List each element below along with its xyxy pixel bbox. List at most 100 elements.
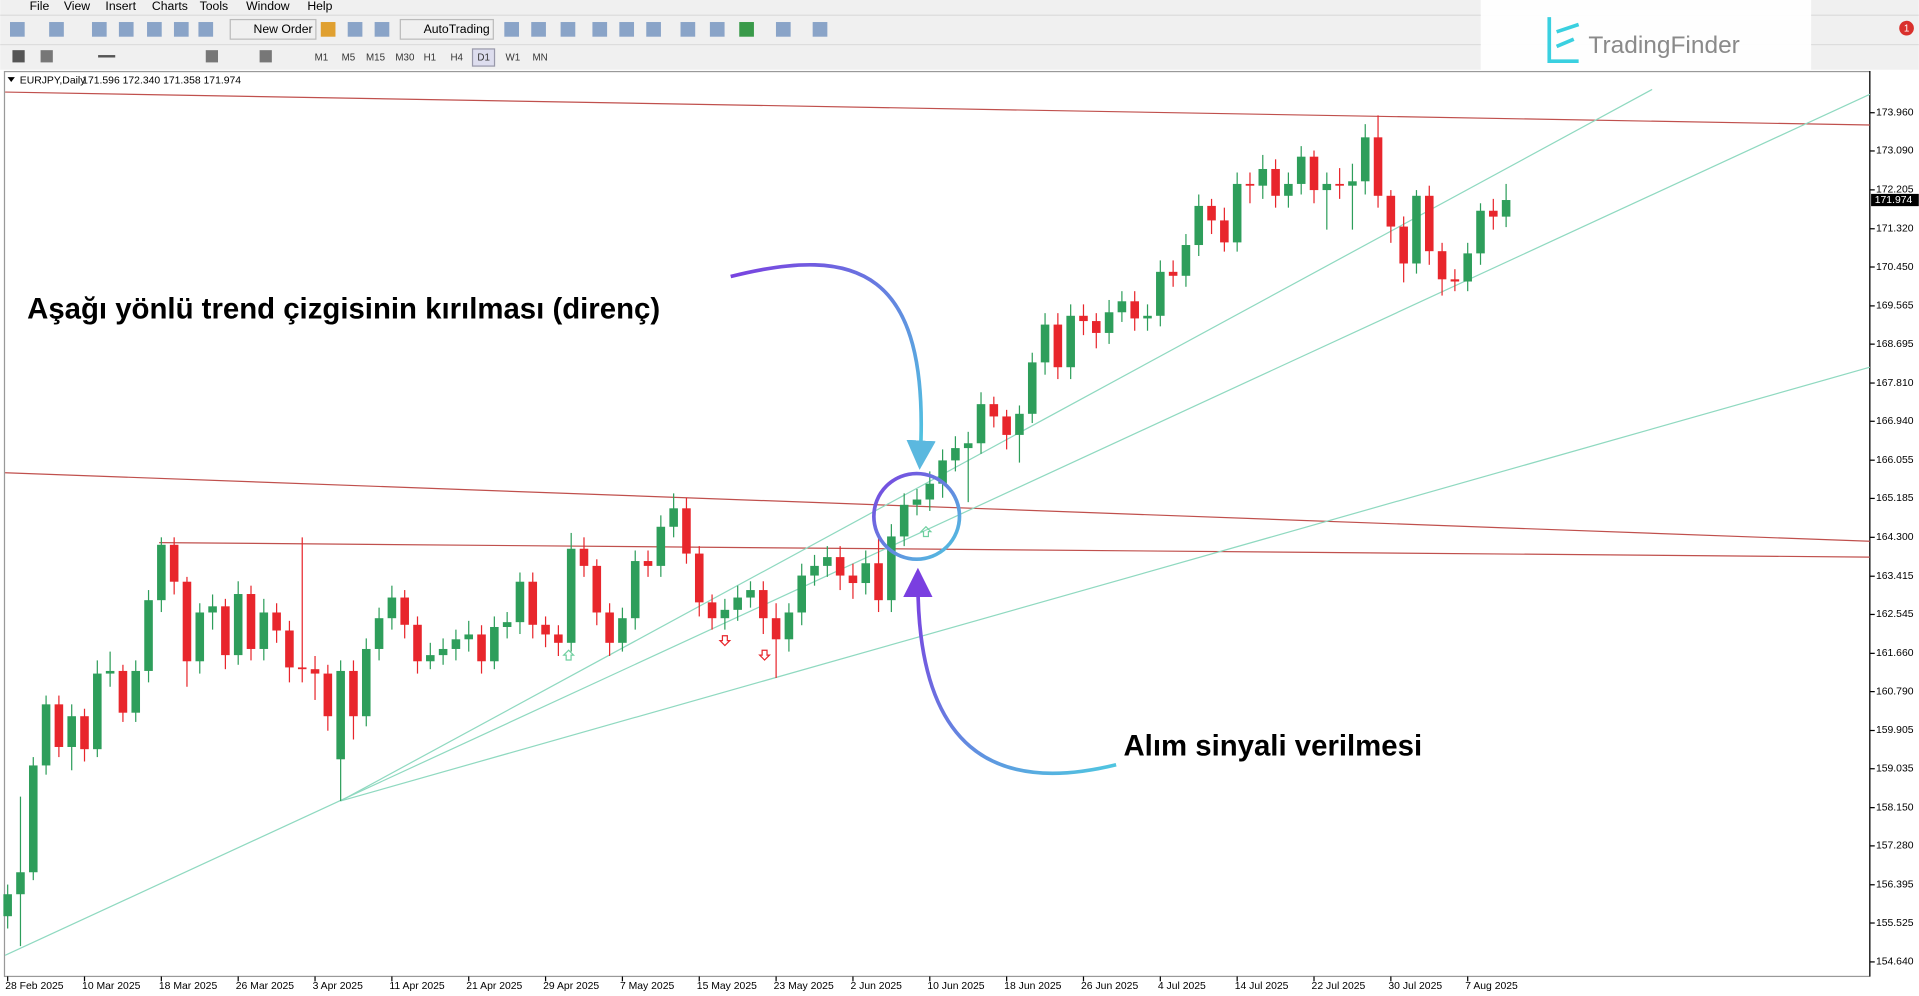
icon[interactable] [592,22,608,37]
y-tick-label: 166.055 [1876,455,1914,466]
candle-body [361,648,371,717]
candle-body [1450,279,1460,282]
candle-body [1053,324,1063,368]
trend-line [4,93,1871,956]
candle-body [144,600,153,671]
candle-body [157,544,166,601]
icon[interactable] [709,22,725,37]
x-tick-label: 4 Jul 2025 [1158,981,1206,992]
x-tick-label: 10 Jun 2025 [927,981,984,992]
y-tick-label: 166.940 [1876,416,1914,427]
icon[interactable] [205,50,219,63]
icon[interactable] [198,22,214,37]
candle-body [131,670,141,713]
timeframe-button[interactable]: M15 [366,53,386,64]
icon[interactable] [646,22,661,37]
y-tick-label: 162.545 [1876,609,1914,620]
icon[interactable] [40,50,53,63]
y-tick-label: 154.640 [1876,957,1914,968]
candle-body [118,670,128,713]
icon[interactable] [118,22,134,37]
candle-body [951,448,960,461]
x-tick-label: 7 May 2025 [620,981,675,992]
menu-item[interactable]: Tools [200,0,229,13]
timeframe-button[interactable]: H1 [424,53,436,64]
icon[interactable] [9,22,25,37]
timeframe-button[interactable]: H4 [450,53,463,64]
candle-body [208,606,217,613]
candle-body [643,561,653,566]
candle-body [1194,205,1204,246]
candle-body [1373,137,1383,196]
timeframe-button[interactable]: M30 [395,53,415,64]
candle-body [912,499,922,505]
notification-badge[interactable] [1899,20,1914,36]
icon[interactable] [619,22,635,37]
timeframe-button[interactable]: M5 [342,53,356,64]
timeframe-button[interactable]: W1 [506,53,521,64]
x-tick-label: 30 Jul 2025 [1388,981,1442,992]
y-tick-label: 158.150 [1876,802,1914,813]
candle-body [1168,271,1178,276]
signal-arrow [562,649,575,661]
icon[interactable] [98,55,116,58]
icon[interactable] [560,22,576,37]
icon[interactable] [12,50,25,63]
candle-body [477,634,486,662]
menu-item[interactable]: Window [246,0,290,13]
candle-body [1360,137,1370,182]
autotrading-button[interactable] [399,18,494,40]
candle-body [528,581,538,625]
candle-body [1348,181,1357,186]
menu-item[interactable]: Charts [152,0,188,13]
candle-body [656,526,666,566]
x-tick-label: 21 Apr 2025 [466,981,522,992]
signal-arrow [718,635,732,647]
y-tick-label: 155.525 [1876,918,1914,929]
y-tick-label: 164.300 [1876,532,1914,543]
icon[interactable] [739,22,754,37]
new-order-button[interactable] [229,18,317,40]
icon[interactable] [775,22,791,37]
timeframe-button[interactable]: D1 [477,53,489,64]
icon[interactable] [173,22,189,37]
menu-item[interactable]: Insert [105,0,136,13]
candle-body [1296,156,1306,184]
x-tick-label: 18 Mar 2025 [159,981,218,992]
timeframe-button[interactable]: MN [532,53,547,64]
icon[interactable] [91,22,107,37]
icon[interactable] [531,22,546,37]
candle-body [848,575,858,584]
candle-body [1066,315,1075,368]
candle-body [54,704,64,747]
y-tick-label: 173.090 [1876,146,1914,157]
y-tick-label: 172.205 [1876,185,1914,196]
candle-body [810,565,819,576]
icon[interactable] [49,22,64,37]
icon[interactable] [147,22,162,37]
icon[interactable] [320,22,336,37]
candle-body [618,618,627,643]
trend-line [159,541,1870,558]
symbol-title: EURJPY,Daily [20,76,86,87]
x-tick-label: 28 Feb 2025 [5,981,64,992]
menu-item[interactable]: Help [307,0,332,13]
candle-body [413,624,422,662]
trend-line [5,91,1870,126]
icon[interactable] [347,22,363,37]
y-tick-label: 159.905 [1876,725,1914,736]
candle-body [1476,210,1485,254]
candle-body [823,557,832,566]
menu-item[interactable]: File [30,0,50,13]
icon[interactable] [680,22,696,37]
icon[interactable] [812,22,828,37]
candle-body [694,553,704,603]
candle-body [169,544,179,582]
icon[interactable] [259,50,272,63]
menu-item[interactable]: View [64,0,90,13]
timeframe-button[interactable]: M1 [315,53,329,64]
icon[interactable] [374,22,390,37]
y-tick-label: 170.450 [1876,262,1914,273]
icon[interactable] [504,22,520,37]
